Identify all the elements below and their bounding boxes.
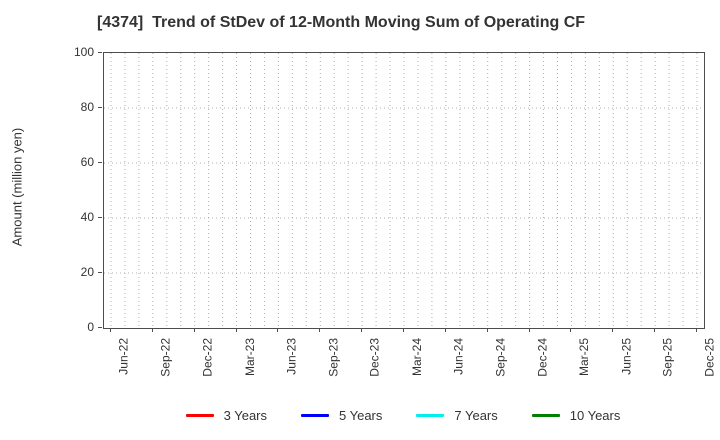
x-tick-label: Jun-23 [284, 338, 299, 375]
x-tick-mark [277, 328, 279, 332]
y-tick-mark [98, 327, 102, 328]
y-tick-label: 60 [80, 155, 94, 169]
x-tick-label: Sep-22 [158, 338, 173, 377]
y-tick-label: 100 [73, 45, 94, 59]
legend-line-swatch [301, 413, 329, 417]
x-tick-mark [696, 328, 698, 332]
x-tick-label: Sep-23 [326, 338, 341, 377]
x-tick-mark [235, 328, 237, 332]
chart-title: [4374] Trend of StDev of 12-Month Moving… [97, 14, 586, 31]
x-tick-mark [403, 328, 404, 332]
y-tick-mark [98, 272, 102, 273]
legend-line-swatch [185, 413, 214, 417]
x-tick-mark [444, 328, 446, 332]
legend-label: 7 Years [454, 407, 498, 423]
y-tick-mark [98, 162, 102, 163]
x-tick-mark [528, 328, 530, 332]
x-tick-label: Dec-22 [200, 338, 215, 377]
legend-item: 10 Years [531, 407, 621, 423]
y-tick-label: 0 [87, 320, 94, 334]
legend-line-swatch [416, 413, 445, 417]
x-tick-label: Jun-22 [116, 338, 131, 375]
legend-label: 5 Years [339, 407, 383, 423]
x-tick-label: Jun-24 [451, 338, 466, 375]
x-tick-label: Dec-24 [535, 338, 550, 377]
x-tick-label: Sep-24 [493, 338, 508, 377]
y-tick-label: 80 [80, 100, 94, 114]
x-tick-mark [361, 328, 363, 332]
y-tick-mark [98, 107, 102, 108]
legend: 3 Years 5 Years 7 Years 10 Years [103, 403, 703, 427]
plot-area [103, 52, 705, 329]
legend-line-swatch [531, 413, 560, 417]
legend-item: 5 Years [301, 408, 382, 423]
x-tick-mark [486, 328, 488, 332]
x-tick-label: Sep-25 [661, 338, 676, 377]
x-tick-mark [319, 328, 321, 332]
x-tick-mark [193, 328, 195, 332]
legend-label: 3 Years [223, 407, 267, 423]
y-axis-label: Amount (million yen) [9, 127, 25, 247]
gridlines [104, 53, 704, 328]
x-tick-label: Dec-25 [703, 338, 718, 377]
x-tick-label: Mar-25 [577, 338, 592, 377]
x-tick-mark [151, 328, 153, 332]
y-tick-mark [98, 217, 102, 218]
x-tick-label: Mar-23 [242, 338, 257, 377]
legend-item: 7 Years [416, 407, 498, 423]
x-tick-label: Mar-24 [410, 338, 424, 377]
y-tick-label: 20 [80, 265, 94, 279]
x-tick-label: Dec-23 [368, 338, 383, 377]
x-tick-mark [612, 328, 614, 332]
y-tick-mark [98, 52, 102, 53]
x-tick-mark [109, 328, 111, 332]
x-tick-mark [570, 328, 572, 332]
legend-label: 10 Years [569, 407, 621, 423]
legend-item: 3 Years [185, 407, 267, 423]
y-tick-label: 40 [80, 210, 94, 224]
x-tick-label: Jun-25 [619, 338, 634, 375]
x-tick-mark [654, 328, 656, 332]
